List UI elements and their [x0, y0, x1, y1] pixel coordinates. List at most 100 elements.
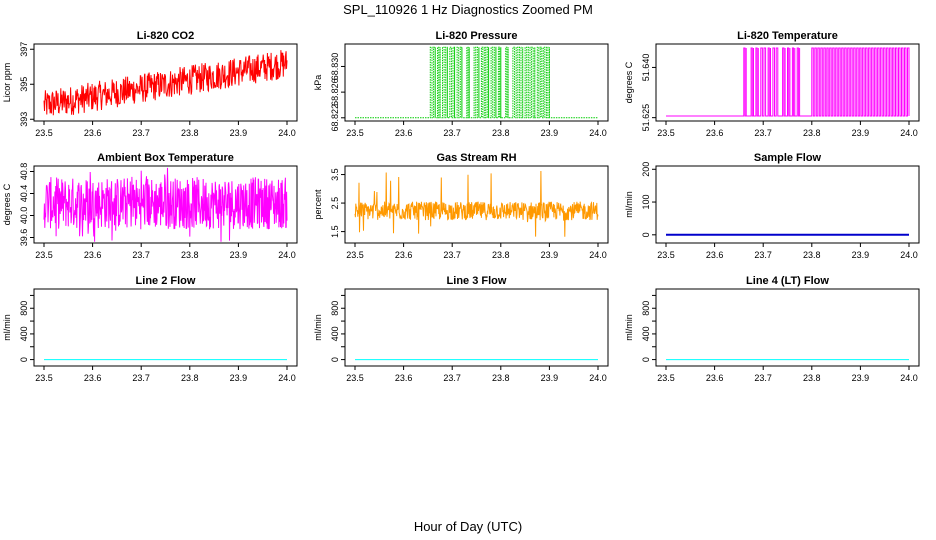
panel-9: Line 4 (LT) Flow ml/min 23.5 23.6 23.7 23.8 23… [624, 275, 920, 383]
y-tick-label: 1.5 [330, 225, 340, 238]
x-tick-label: 23.9 [541, 128, 559, 138]
x-tick-label: 23.5 [346, 373, 364, 383]
x-tick-label: 23.6 [84, 250, 102, 260]
y-tick-label: 400 [330, 326, 340, 341]
y-tick-label: 0 [330, 357, 340, 362]
x-tick-label: 23.7 [443, 250, 461, 260]
x-tick-label: 23.6 [84, 128, 102, 138]
x-tick-label: 23.5 [657, 128, 675, 138]
x-tick-label: 23.5 [346, 128, 364, 138]
panel-title: Li-820 CO2 [137, 30, 194, 42]
y-tick-label: 400 [641, 326, 651, 341]
x-tick-label: 23.8 [181, 250, 199, 260]
y-axis-label: degrees C [2, 183, 12, 225]
x-tick-label: 23.7 [754, 128, 772, 138]
y-tick-label: 800 [330, 301, 340, 316]
y-tick-label: 68.830 [330, 53, 340, 81]
x-tick-label: 23.6 [706, 128, 724, 138]
figure-main-title: SPL_110926 1 Hz Diagnostics Zoomed PM [343, 2, 593, 17]
x-tick-label: 23.9 [541, 373, 559, 383]
x-tick-label: 23.9 [230, 128, 248, 138]
y-tick-label: 200 [641, 162, 651, 177]
x-tick-label: 24.0 [589, 128, 607, 138]
x-tick-label: 23.9 [230, 250, 248, 260]
panel-title: Line 4 (LT) Flow [746, 275, 829, 287]
y-tick-label: 100 [641, 195, 651, 210]
x-tick-label: 24.0 [589, 250, 607, 260]
y-tick-label: 39.6 [19, 229, 29, 247]
panel-2: Li-820 Pressure kPa 23.5 23.6 23.7 23.8 23.9 24… [313, 30, 609, 138]
y-tick-label: 393 [19, 112, 29, 127]
panel-1: Li-820 CO2 Licor ppm 23.5 23.6 23.7 23.8 23.9 2… [2, 30, 298, 138]
x-tick-label: 23.6 [706, 373, 724, 383]
panel-frame [344, 43, 609, 122]
x-tick-label: 23.8 [492, 250, 510, 260]
y-tick-label: 3.5 [330, 168, 340, 181]
x-tick-label: 23.5 [657, 373, 675, 383]
x-tick-label: 23.7 [443, 373, 461, 383]
x-tick-label: 23.8 [181, 373, 199, 383]
x-tick-label: 23.9 [852, 128, 870, 138]
x-tick-label: 23.9 [852, 373, 870, 383]
x-tick-label: 23.6 [395, 128, 413, 138]
panel-title: Gas Stream RH [436, 152, 516, 164]
x-tick-label: 24.0 [900, 250, 918, 260]
panel-7: Line 2 Flow ml/min 23.5 23.6 23.7 23.8 23.9 24.… [2, 275, 298, 383]
x-tick-label: 23.6 [84, 373, 102, 383]
y-tick-label: 51.640 [641, 54, 651, 82]
x-tick-label: 23.8 [492, 373, 510, 383]
panel-title: Li-820 Temperature [737, 30, 838, 42]
x-tick-label: 24.0 [278, 373, 296, 383]
y-tick-label: 68.822 [330, 104, 340, 132]
panel-4: Ambient Box Temperature degrees C 23.5 23.6… [2, 152, 298, 260]
panel-5: Gas Stream RH percent 23.5 23.6 23.7 23.8 23.9… [313, 152, 609, 260]
y-tick-label: 68.826 [330, 78, 340, 106]
panel-frame [33, 43, 298, 122]
y-axis-label: kPa [313, 75, 323, 91]
x-tick-label: 23.7 [132, 250, 150, 260]
panel-title: Li-820 Pressure [436, 30, 518, 42]
x-tick-label: 23.6 [395, 373, 413, 383]
y-tick-label: 2.5 [330, 197, 340, 210]
y-axis-label: Licor ppm [2, 63, 12, 103]
panel-frame [33, 165, 298, 244]
y-tick-label: 51.625 [641, 104, 651, 132]
y-tick-label: 0 [641, 232, 651, 237]
x-tick-label: 23.9 [852, 250, 870, 260]
panel-title: Line 2 Flow [136, 275, 196, 287]
y-tick-label: 40.8 [19, 163, 29, 181]
panel-frame [655, 288, 920, 367]
x-tick-label: 23.5 [657, 250, 675, 260]
y-tick-label: 40.0 [19, 207, 29, 225]
series-line [43, 50, 288, 116]
x-tick-label: 23.7 [132, 128, 150, 138]
panel-frame [344, 165, 609, 244]
y-tick-label: 0 [641, 357, 651, 362]
y-tick-label: 400 [19, 326, 29, 341]
x-tick-label: 23.7 [443, 128, 461, 138]
panel-frame [655, 165, 920, 244]
x-tick-label: 23.9 [230, 373, 248, 383]
x-tick-label: 23.5 [35, 373, 53, 383]
x-tick-label: 23.7 [754, 250, 772, 260]
x-tick-label: 23.9 [541, 250, 559, 260]
panel-frame [33, 288, 298, 367]
panel-title: Ambient Box Temperature [97, 152, 234, 164]
x-tick-label: 23.5 [35, 128, 53, 138]
y-tick-label: 40.4 [19, 185, 29, 203]
panel-6: Sample Flow ml/min 23.5 23.6 23.7 23.8 23.9 24.… [624, 152, 920, 260]
y-axis-label: ml/min [624, 314, 634, 341]
panel-frame [655, 43, 920, 122]
x-tick-label: 24.0 [278, 128, 296, 138]
x-tick-label: 23.8 [803, 128, 821, 138]
series-line [43, 167, 288, 242]
panel-8: Line 3 Flow ml/min 23.5 23.6 23.7 23.8 23.9 24.… [313, 275, 609, 383]
panel-title: Sample Flow [754, 152, 822, 164]
y-axis-label: ml/min [624, 191, 634, 218]
x-tick-label: 24.0 [900, 128, 918, 138]
y-axis-label: ml/min [2, 314, 12, 341]
x-tick-label: 24.0 [278, 250, 296, 260]
series-line [666, 47, 910, 117]
x-tick-label: 23.5 [35, 250, 53, 260]
